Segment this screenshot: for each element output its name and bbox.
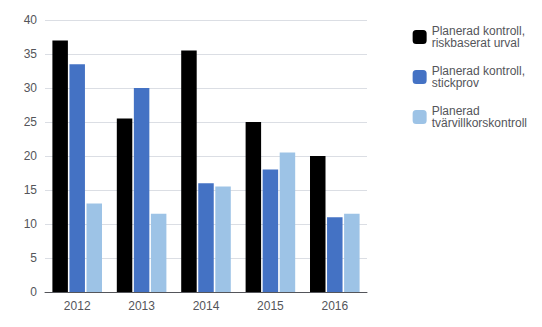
svg-text:Planerad: Planerad (431, 104, 480, 118)
svg-text:tvärvillkorskontroll: tvärvillkorskontroll (432, 116, 527, 130)
svg-text:riskbaserat urval: riskbaserat urval (432, 36, 520, 50)
svg-text:2014: 2014 (193, 299, 220, 313)
svg-text:0: 0 (30, 285, 37, 299)
svg-text:2012: 2012 (64, 299, 91, 313)
svg-text:5: 5 (30, 251, 37, 265)
svg-text:stickprov: stickprov (432, 76, 479, 90)
svg-text:25: 25 (24, 115, 38, 129)
svg-text:2015: 2015 (257, 299, 284, 313)
svg-text:35: 35 (24, 47, 38, 61)
svg-text:40: 40 (24, 13, 38, 27)
svg-text:2013: 2013 (128, 299, 155, 313)
svg-text:10: 10 (24, 217, 38, 231)
svg-text:30: 30 (24, 81, 38, 95)
svg-text:15: 15 (24, 183, 38, 197)
svg-text:20: 20 (24, 149, 38, 163)
svg-text:Planerad kontroll,: Planerad kontroll, (431, 24, 525, 38)
svg-text:Planerad kontroll,: Planerad kontroll, (431, 64, 525, 78)
svg-text:2016: 2016 (321, 299, 348, 313)
